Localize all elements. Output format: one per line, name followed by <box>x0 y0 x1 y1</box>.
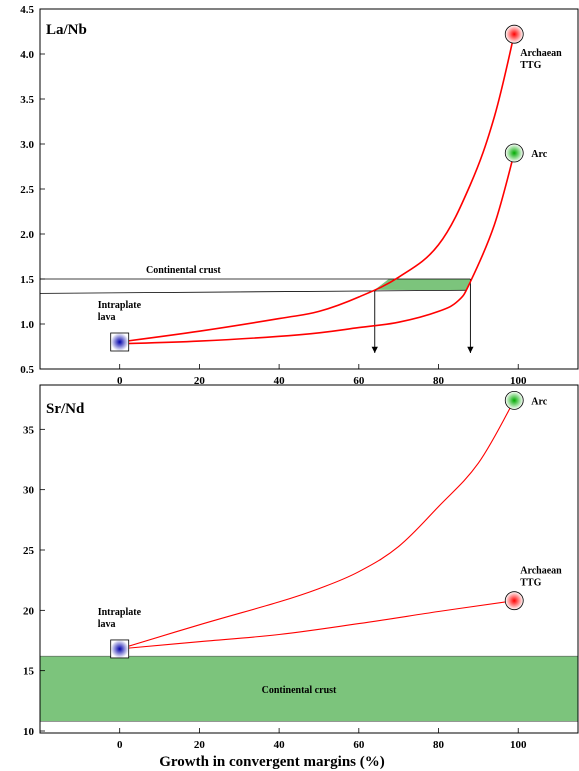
endpoint-label-line: Intraplate <box>98 607 142 618</box>
y-tick-label: 25 <box>23 545 35 557</box>
endpoint-label: Intraplate lava <box>98 607 142 630</box>
endpoint-label-line: Archaean <box>520 566 562 577</box>
endpoint-circle-marker <box>504 390 524 410</box>
x-tick-label: 40 <box>274 739 286 751</box>
endpoint-label-line: lava <box>98 312 116 323</box>
panel2-crust-layer: Continental crust <box>39 655 579 722</box>
x-tick-label: 80 <box>433 375 445 387</box>
endpoint-label: Archaean TTG <box>520 566 562 589</box>
endpoint-square-marker <box>110 332 130 352</box>
panel1-series-layer <box>119 34 515 345</box>
continental-crust-band <box>39 655 579 722</box>
endpoint-label: Archaean TTG <box>520 48 562 71</box>
x-tick-label: 80 <box>433 739 445 751</box>
panel-sr-nd: Continental crust Sr/Nd Intraplate lava Ar… <box>23 384 579 751</box>
panel1-axes-layer: 0.5 1.0 1.5 2.0 2.5 3.0 3.5 4.0 4.5 0 20 40 60 80 100 <box>20 4 527 387</box>
series-line-1 <box>119 400 515 650</box>
y-tick-label: 35 <box>23 424 35 436</box>
panel2-series-layer <box>119 400 515 650</box>
continental-crust-wedge <box>374 279 471 291</box>
panel-la-nb: Continental crust La/Nb Intraplate lava Ar… <box>20 4 579 387</box>
y-tick-label: 20 <box>23 605 35 617</box>
endpoint-label-line: lava <box>98 619 116 630</box>
y-tick-label: 30 <box>23 485 35 497</box>
y-tick-label: 1.5 <box>20 274 34 286</box>
panel2-marker-layer: Intraplate lava Arc Archaean TTG <box>98 390 562 659</box>
x-tick-label: 0 <box>117 375 123 387</box>
series-line-2 <box>119 152 515 345</box>
endpoint-square-marker <box>110 639 130 659</box>
endpoint-label-line: Archaean <box>520 48 562 59</box>
y-tick-label: 4.5 <box>20 4 34 16</box>
y-tick-label: 2.5 <box>20 184 34 196</box>
endpoint-label-line: Arc <box>531 396 547 407</box>
panel2-title: Sr/Nd <box>46 401 85 417</box>
continental-crust-lower-line <box>39 289 467 294</box>
y-tick-label: 1.0 <box>20 319 34 331</box>
endpoint-label: Arc <box>531 149 547 160</box>
endpoint-label-line: TTG <box>520 578 541 589</box>
y-tick-label: 4.0 <box>20 49 34 61</box>
x-tick-label: 20 <box>194 739 206 751</box>
continental-crust-label: Continental crust <box>146 265 221 276</box>
y-tick-label: 3.0 <box>20 139 34 151</box>
panel2-plot-frame <box>39 384 579 734</box>
endpoint-label: Intraplate lava <box>98 300 142 323</box>
endpoint-circle-marker <box>504 591 524 611</box>
continental-crust-label: Continental crust <box>262 685 337 696</box>
endpoint-circle-marker <box>504 24 524 44</box>
panel1-title: La/Nb <box>46 22 87 38</box>
series-line-2 <box>119 600 515 650</box>
x-tick-label: 60 <box>353 739 365 751</box>
series-line-1 <box>119 34 515 343</box>
x-tick-label: 40 <box>274 375 286 387</box>
y-tick-label: 15 <box>23 666 35 678</box>
y-tick-label: 0.5 <box>20 364 34 376</box>
y-tick-label: 3.5 <box>20 94 34 106</box>
x-axis-title: Growth in convergent margins (%) <box>159 754 385 770</box>
x-tick-label: 100 <box>510 739 527 751</box>
x-tick-label: 20 <box>194 375 206 387</box>
x-tick-label: 0 <box>117 739 123 751</box>
endpoint-label-line: Arc <box>531 149 547 160</box>
x-tick-label: 100 <box>510 375 527 387</box>
panel2-axes-layer: 10 15 20 25 30 35 0 20 40 60 80 100 <box>23 424 527 751</box>
y-tick-label: 10 <box>23 726 35 738</box>
endpoint-label-line: TTG <box>520 60 541 71</box>
endpoint-label: Arc <box>531 396 547 407</box>
endpoint-circle-marker <box>504 143 524 163</box>
x-tick-label: 60 <box>353 375 365 387</box>
panel1-marker-layer: Intraplate lava Archaean TTG Arc <box>98 24 562 352</box>
panel1-crust-layer: Continental crust <box>39 265 474 353</box>
y-tick-label: 2.0 <box>20 229 34 241</box>
endpoint-label-line: Intraplate <box>98 300 142 311</box>
panel1-plot-frame <box>39 8 579 370</box>
